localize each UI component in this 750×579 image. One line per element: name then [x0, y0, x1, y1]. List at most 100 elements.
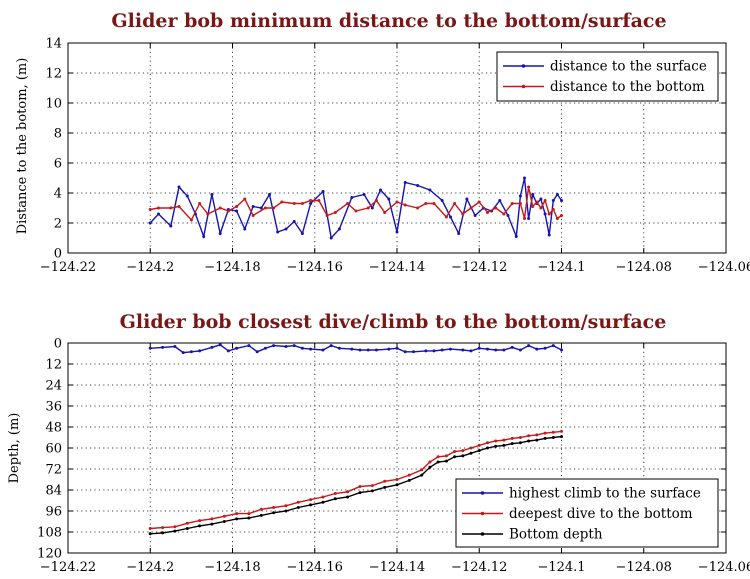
bottom-series-2-point — [486, 441, 489, 445]
top-series-1-point — [185, 194, 189, 198]
bottom-series-1-point — [263, 346, 267, 350]
bottom-series-3-point — [502, 443, 506, 447]
bottom-series-3-point — [395, 483, 399, 487]
bottom-series-2-point — [527, 434, 531, 438]
bottom-series-1-point — [337, 346, 341, 350]
bottom-legend-marker — [480, 491, 485, 495]
top-series-1-point — [457, 232, 461, 235]
top-x-tick-label: −124.08 — [616, 260, 672, 275]
top-x-tick-label: −124.2 — [126, 260, 174, 275]
bottom-legend-label: deepest dive to the bottom — [509, 506, 693, 522]
top-series-2-point — [374, 199, 378, 202]
top-series-1-point — [416, 184, 420, 187]
top-series-2-point — [444, 215, 448, 219]
bottom-x-tick-label: −124.14 — [369, 560, 425, 575]
top-series-2-point — [317, 199, 321, 202]
top-y-tick-label: 14 — [45, 37, 62, 52]
bottom-series-3-point — [296, 506, 300, 509]
top-series-1-point — [251, 205, 255, 208]
bottom-series-3-point — [428, 465, 432, 469]
top-series-2-point — [510, 202, 514, 205]
top-series-1-point — [440, 199, 444, 202]
bottom-series-1-point — [284, 345, 288, 348]
bottom-series-1-point — [412, 350, 415, 354]
bottom-legend-marker — [480, 511, 485, 516]
top-series-2-point — [518, 202, 522, 205]
top-series-2-point — [346, 202, 350, 205]
top-series-2-point — [432, 202, 436, 205]
bottom-series-2-point — [235, 512, 239, 516]
top-series-2-point — [354, 209, 358, 213]
bottom-series-2-point — [185, 521, 189, 525]
bottom-series-1-point — [292, 344, 296, 348]
bottom-series-3-point — [407, 478, 411, 482]
bottom-x-tick-label: −124.08 — [616, 560, 672, 575]
bottom-series-2-point — [148, 527, 152, 530]
top-series-1-point — [284, 227, 288, 231]
top-series-2-point — [424, 202, 428, 205]
bottom-chart-title: Glider bob closest dive/climb to the bot… — [120, 311, 667, 333]
top-series-1-point — [276, 230, 280, 234]
top-x-tick-label: −124.14 — [369, 260, 425, 275]
bottom-y-tick-label: 108 — [37, 526, 62, 541]
bottom-series-1-point — [510, 345, 514, 349]
top-series-2-point — [395, 200, 399, 204]
bottom-y-tick-label: 24 — [45, 379, 62, 394]
bottom-series-3-point — [486, 446, 489, 450]
top-series-1-point — [329, 236, 333, 240]
top-series-1-point — [148, 221, 152, 225]
top-series-2-point — [226, 209, 230, 213]
bottom-series-2-point — [383, 479, 387, 483]
bottom-y-tick-label: 0 — [54, 337, 62, 352]
bottom-x-tick-label: −124.12 — [451, 560, 507, 575]
top-series-2-point — [383, 211, 387, 214]
bottom-series-2-point — [494, 439, 498, 443]
top-legend-label: distance to the bottom — [550, 79, 705, 95]
bottom-legend-label: highest climb to the surface — [509, 486, 701, 502]
bottom-series-2-point — [469, 446, 473, 450]
bottom-series-3-point — [494, 444, 498, 448]
bottom-chart-panel: Glider bob closest dive/climb to the bot… — [7, 311, 750, 575]
bottom-series-1-point — [358, 348, 362, 352]
bottom-series-1-point — [366, 348, 370, 352]
bottom-series-2-point — [198, 519, 202, 523]
top-series-2-point — [280, 200, 284, 204]
bottom-series-2-point — [309, 498, 313, 502]
top-series-1-point — [465, 197, 469, 201]
bottom-series-1-point — [300, 346, 304, 350]
top-y-tick-label: 12 — [45, 67, 62, 82]
top-series-2-point — [416, 206, 420, 210]
bottom-series-2-point — [296, 500, 300, 504]
bottom-y-tick-label: 120 — [37, 547, 62, 562]
bottom-series-1-point — [527, 344, 531, 348]
bottom-series-3-point — [259, 513, 263, 517]
bottom-series-1-point — [321, 348, 325, 352]
top-series-2-point — [325, 214, 329, 217]
top-legend-label: distance to the surface — [550, 59, 707, 75]
bottom-series-3-point — [222, 520, 226, 523]
top-series-1-point — [547, 233, 551, 237]
bottom-series-1-point — [247, 344, 251, 348]
top-series-2-point — [272, 206, 276, 210]
bottom-series-line-2 — [150, 430, 562, 530]
bottom-series-2-point — [210, 517, 214, 521]
bottom-series-3-point — [346, 495, 350, 499]
bottom-series-1-point — [329, 344, 333, 348]
bottom-x-tick-label: −124.16 — [287, 560, 343, 575]
top-series-1-point — [362, 193, 366, 196]
top-series-1-point — [210, 193, 214, 196]
bottom-series-2-point — [543, 431, 547, 435]
top-series-2-point — [300, 202, 304, 205]
top-legend-marker — [521, 84, 526, 89]
bottom-series-1-point — [148, 346, 152, 350]
bottom-legend-label: Bottom depth — [509, 527, 603, 543]
bottom-series-1-point — [469, 349, 473, 353]
top-series-1-point — [428, 188, 432, 192]
top-series-1-point — [379, 188, 382, 192]
bottom-series-3-point — [210, 522, 214, 526]
bottom-series-1-point — [181, 351, 185, 355]
bottom-series-3-point — [185, 527, 189, 530]
bottom-series-2-point — [346, 490, 350, 494]
top-series-1-point — [555, 193, 559, 196]
bottom-series-3-point — [333, 497, 337, 501]
